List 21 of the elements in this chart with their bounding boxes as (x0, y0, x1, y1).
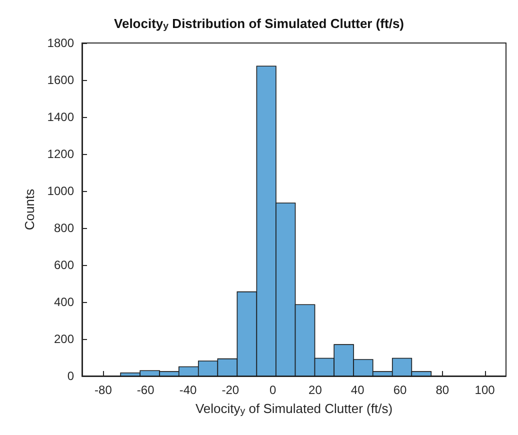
y-axis-title: Counts (22, 188, 37, 230)
x-tick-label: 60 (393, 383, 407, 397)
x-tick-label: -20 (222, 383, 240, 397)
x-tick-label: 0 (269, 383, 276, 397)
y-tick-label: 1200 (47, 147, 74, 161)
x-tick-label: -60 (136, 383, 155, 397)
y-tick-label: 1400 (47, 110, 74, 124)
x-tick-label: -40 (179, 383, 197, 397)
y-tick-label: 200 (54, 332, 74, 346)
y-tick-label: 1800 (47, 36, 74, 50)
y-tick-label: 400 (54, 295, 74, 309)
x-tick-label: 40 (350, 383, 365, 397)
y-tick-label: 800 (54, 221, 74, 235)
y-tick-label: 0 (67, 369, 74, 383)
y-tick-label: 1600 (47, 73, 74, 87)
y-tick-label: 600 (54, 258, 74, 272)
x-tick-label: 80 (436, 383, 450, 397)
x-tick-label: -80 (94, 383, 112, 397)
y-tick-label: 1000 (47, 184, 74, 198)
x-tick-label: 20 (308, 383, 322, 397)
x-tick-label: 100 (474, 383, 496, 397)
